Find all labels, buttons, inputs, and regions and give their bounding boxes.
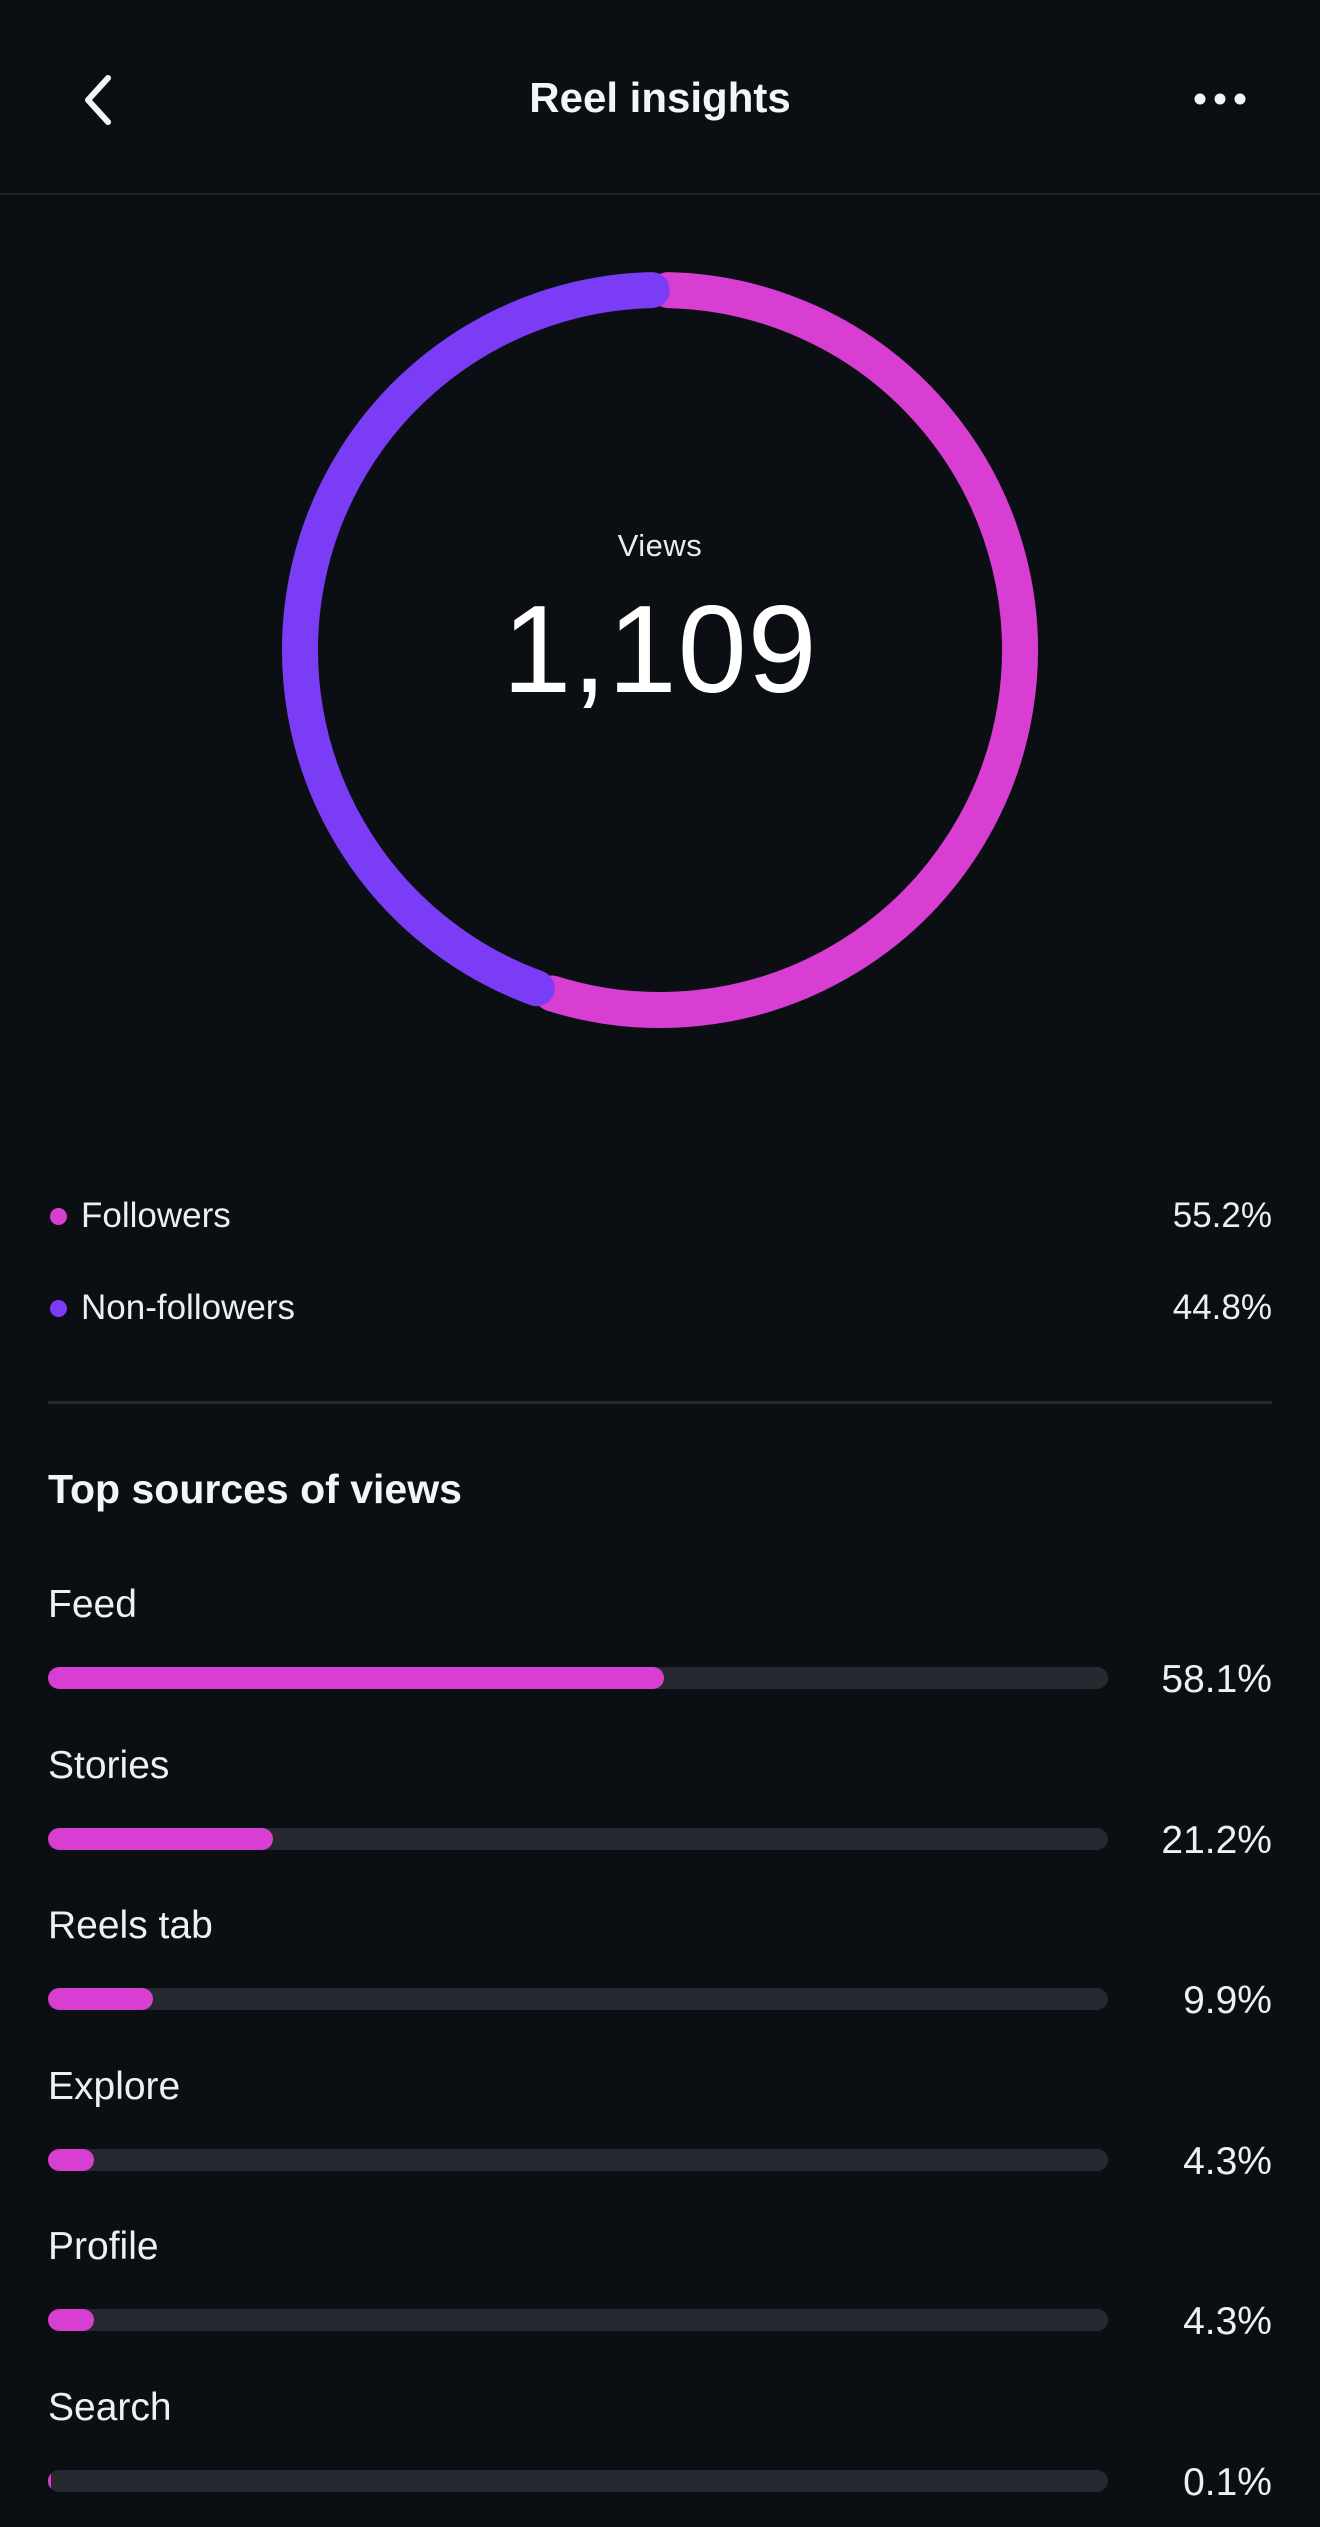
chevron-left-icon [85,75,111,125]
donut-segment-followers [534,272,1038,1028]
legend-value: 44.8% [1172,1288,1272,1327]
source-row-stories: Stories 21.2% [48,1741,1272,1902]
source-row-explore: Explore 4.3% [48,2062,1272,2223]
views-total: 1,109 [502,581,818,719]
source-label: Profile [48,2225,159,2268]
source-bar-fill [48,1827,273,1850]
section-divider [48,1401,1272,1404]
source-bar-fill [48,2309,94,2331]
sources-list: Feed 58.1% Stories 21.2% Reels tab 9.9% … [48,1580,1272,2527]
source-row-reels-tab: Reels tab 9.9% [48,1901,1272,2062]
followers-dot [50,1207,67,1225]
sources-title: Top sources of views [48,1466,462,1512]
source-bar-track [48,2309,1108,2331]
page-title: Reel insights [529,74,791,121]
source-value: 0.1% [1183,2460,1272,2504]
more-horizontal-icon [1194,93,1246,105]
source-bar-fill [48,1988,153,2010]
source-value: 21.2% [1161,1818,1272,1862]
header: Reel insights [0,0,1320,195]
source-bar-track [48,2148,1108,2171]
back-button[interactable] [70,62,126,138]
source-row-feed: Feed 58.1% [48,1580,1272,1741]
source-bar-fill [48,2469,51,2492]
legend-item-followers: Followers 55.2% [48,1170,1272,1262]
source-label: Search [48,2385,172,2429]
source-label: Reels tab [48,1904,213,1947]
legend-value: 55.2% [1172,1196,1272,1235]
source-label: Feed [48,1583,137,1626]
source-bar-fill [48,1667,664,1689]
views-label: Views [617,528,703,563]
legend-item-non-followers: Non-followers 44.8% [48,1262,1272,1354]
source-value: 58.1% [1161,1658,1272,1701]
source-label: Explore [48,2064,181,2108]
source-bar-track [48,1667,1108,1689]
audience-legend: Followers 55.2% Non-followers 44.8% [48,1170,1272,1354]
source-value: 4.3% [1183,2300,1272,2343]
legend-label: Followers [81,1196,231,1235]
donut-segment-non-followers [282,272,670,1007]
source-value: 4.3% [1183,2139,1272,2183]
source-bar-track [48,1988,1108,2010]
source-label: Stories [48,1743,170,1787]
source-bar-track [48,2469,1108,2492]
source-row-search: Search 0.1% [48,2383,1272,2527]
donut-svg [282,272,1038,1028]
views-donut-chart: Views 1,109 [280,270,1040,1030]
legend-label: Non-followers [81,1288,295,1327]
source-bar-track [48,1827,1108,1850]
source-bar-fill [48,2148,94,2171]
source-row-profile: Profile 4.3% [48,2222,1272,2383]
more-options-button[interactable] [1180,74,1260,124]
source-value: 9.9% [1183,1979,1272,2022]
non-followers-dot [50,1299,67,1317]
